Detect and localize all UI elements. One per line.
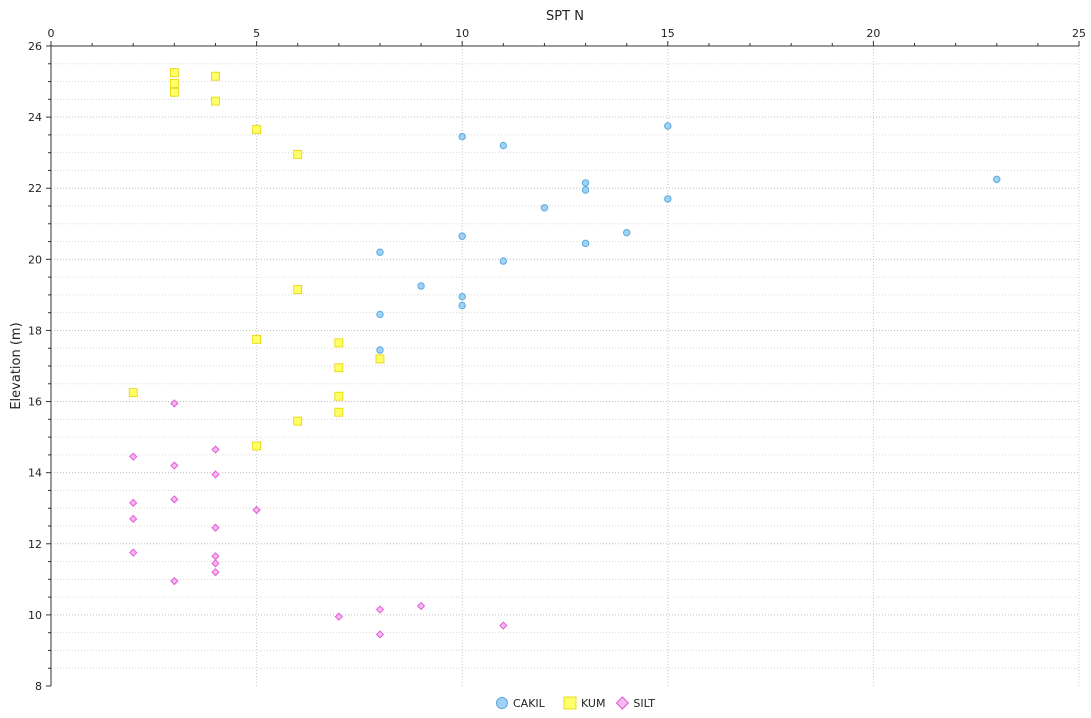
data-point-cakil xyxy=(581,186,590,194)
data-point-cakil xyxy=(376,310,384,319)
data-point-cakil xyxy=(376,346,384,354)
data-point-kum xyxy=(211,71,220,81)
series-kum xyxy=(128,68,385,451)
legend-item-kum: KUM xyxy=(563,696,605,710)
data-point-cakil xyxy=(664,122,672,130)
x-tick-label: 15 xyxy=(661,27,675,40)
y-tick-label: 16 xyxy=(28,396,42,409)
legend-label: KUM xyxy=(581,697,605,710)
legend-marker xyxy=(496,697,508,709)
data-point-silt xyxy=(211,523,220,532)
data-point-silt xyxy=(416,601,426,611)
x-axis-title: SPT N xyxy=(546,9,584,24)
data-point-kum xyxy=(252,334,262,344)
legend-label: CAKIL xyxy=(513,697,546,710)
x-tick-label: 20 xyxy=(866,27,880,40)
data-point-silt xyxy=(499,621,508,630)
y-tick-label: 14 xyxy=(28,467,42,480)
data-point-cakil xyxy=(622,228,631,237)
data-point-silt xyxy=(334,612,343,621)
y-tick-label: 26 xyxy=(28,40,42,53)
data-point-cakil xyxy=(458,232,466,240)
series-cakil xyxy=(376,122,1001,354)
data-point-silt xyxy=(252,505,261,515)
y-tick-label: 8 xyxy=(35,680,42,693)
data-point-cakil xyxy=(540,204,549,212)
data-point-silt xyxy=(211,445,220,454)
data-point-cakil xyxy=(458,301,466,310)
data-point-kum xyxy=(334,407,344,417)
data-point-cakil xyxy=(417,282,425,290)
legend-marker xyxy=(563,696,577,710)
y-tick-label: 22 xyxy=(28,182,42,195)
data-points xyxy=(128,68,1001,639)
data-point-kum xyxy=(334,338,344,348)
y-tick-label: 10 xyxy=(28,609,42,622)
legend-item-silt: SILT xyxy=(615,696,655,710)
series-silt xyxy=(129,399,508,639)
legend-marker xyxy=(615,696,630,710)
data-point-kum xyxy=(252,125,262,134)
data-point-silt xyxy=(129,514,138,523)
data-point-silt xyxy=(211,568,220,577)
legend-item-cakil: CAKIL xyxy=(496,697,546,710)
data-point-cakil xyxy=(499,257,508,265)
data-point-cakil xyxy=(993,175,1001,184)
data-point-silt xyxy=(129,498,138,507)
data-point-cakil xyxy=(458,292,466,301)
data-point-kum xyxy=(169,68,179,78)
data-point-kum xyxy=(293,416,303,426)
data-point-silt xyxy=(170,399,179,408)
data-point-kum xyxy=(334,391,344,401)
data-point-kum xyxy=(169,78,179,88)
data-point-cakil xyxy=(581,179,590,187)
data-point-kum xyxy=(128,388,138,398)
legend: CAKIL KUM SILT xyxy=(496,696,655,710)
data-point-kum xyxy=(334,363,344,373)
x-tick-label: 5 xyxy=(253,27,260,40)
data-point-cakil xyxy=(376,248,384,256)
data-point-silt xyxy=(375,605,385,614)
y-axis-title: Elevation (m) xyxy=(9,322,24,409)
x-tick-label: 25 xyxy=(1072,27,1086,40)
data-point-silt xyxy=(211,559,220,568)
data-point-silt xyxy=(129,452,138,461)
grid xyxy=(51,45,1080,686)
data-point-silt xyxy=(211,470,220,479)
data-point-silt xyxy=(170,461,179,470)
data-point-kum xyxy=(252,441,262,451)
x-tick-label: 0 xyxy=(48,27,55,40)
y-tick-label: 18 xyxy=(28,324,42,337)
y-tick-label: 20 xyxy=(28,253,42,266)
data-point-kum xyxy=(211,96,220,106)
data-point-silt xyxy=(129,548,138,557)
x-tick-label: 10 xyxy=(455,27,469,40)
data-point-cakil xyxy=(458,132,466,141)
data-point-cakil xyxy=(581,239,590,248)
data-point-kum xyxy=(169,87,179,97)
data-point-cakil xyxy=(664,195,672,203)
data-point-cakil xyxy=(499,141,508,150)
legend-label: SILT xyxy=(633,697,655,710)
y-tick-label: 24 xyxy=(28,111,42,124)
data-point-silt xyxy=(375,630,385,639)
data-point-kum xyxy=(375,354,385,364)
data-point-kum xyxy=(293,285,303,294)
axes: 0 5 10 15 20 25 8 10 12 14 16 18 20 22 24 26 xyxy=(28,27,1086,693)
y-tick-label: 12 xyxy=(28,538,42,551)
data-point-silt xyxy=(170,495,179,504)
data-point-silt xyxy=(170,577,179,586)
data-point-kum xyxy=(293,150,303,159)
